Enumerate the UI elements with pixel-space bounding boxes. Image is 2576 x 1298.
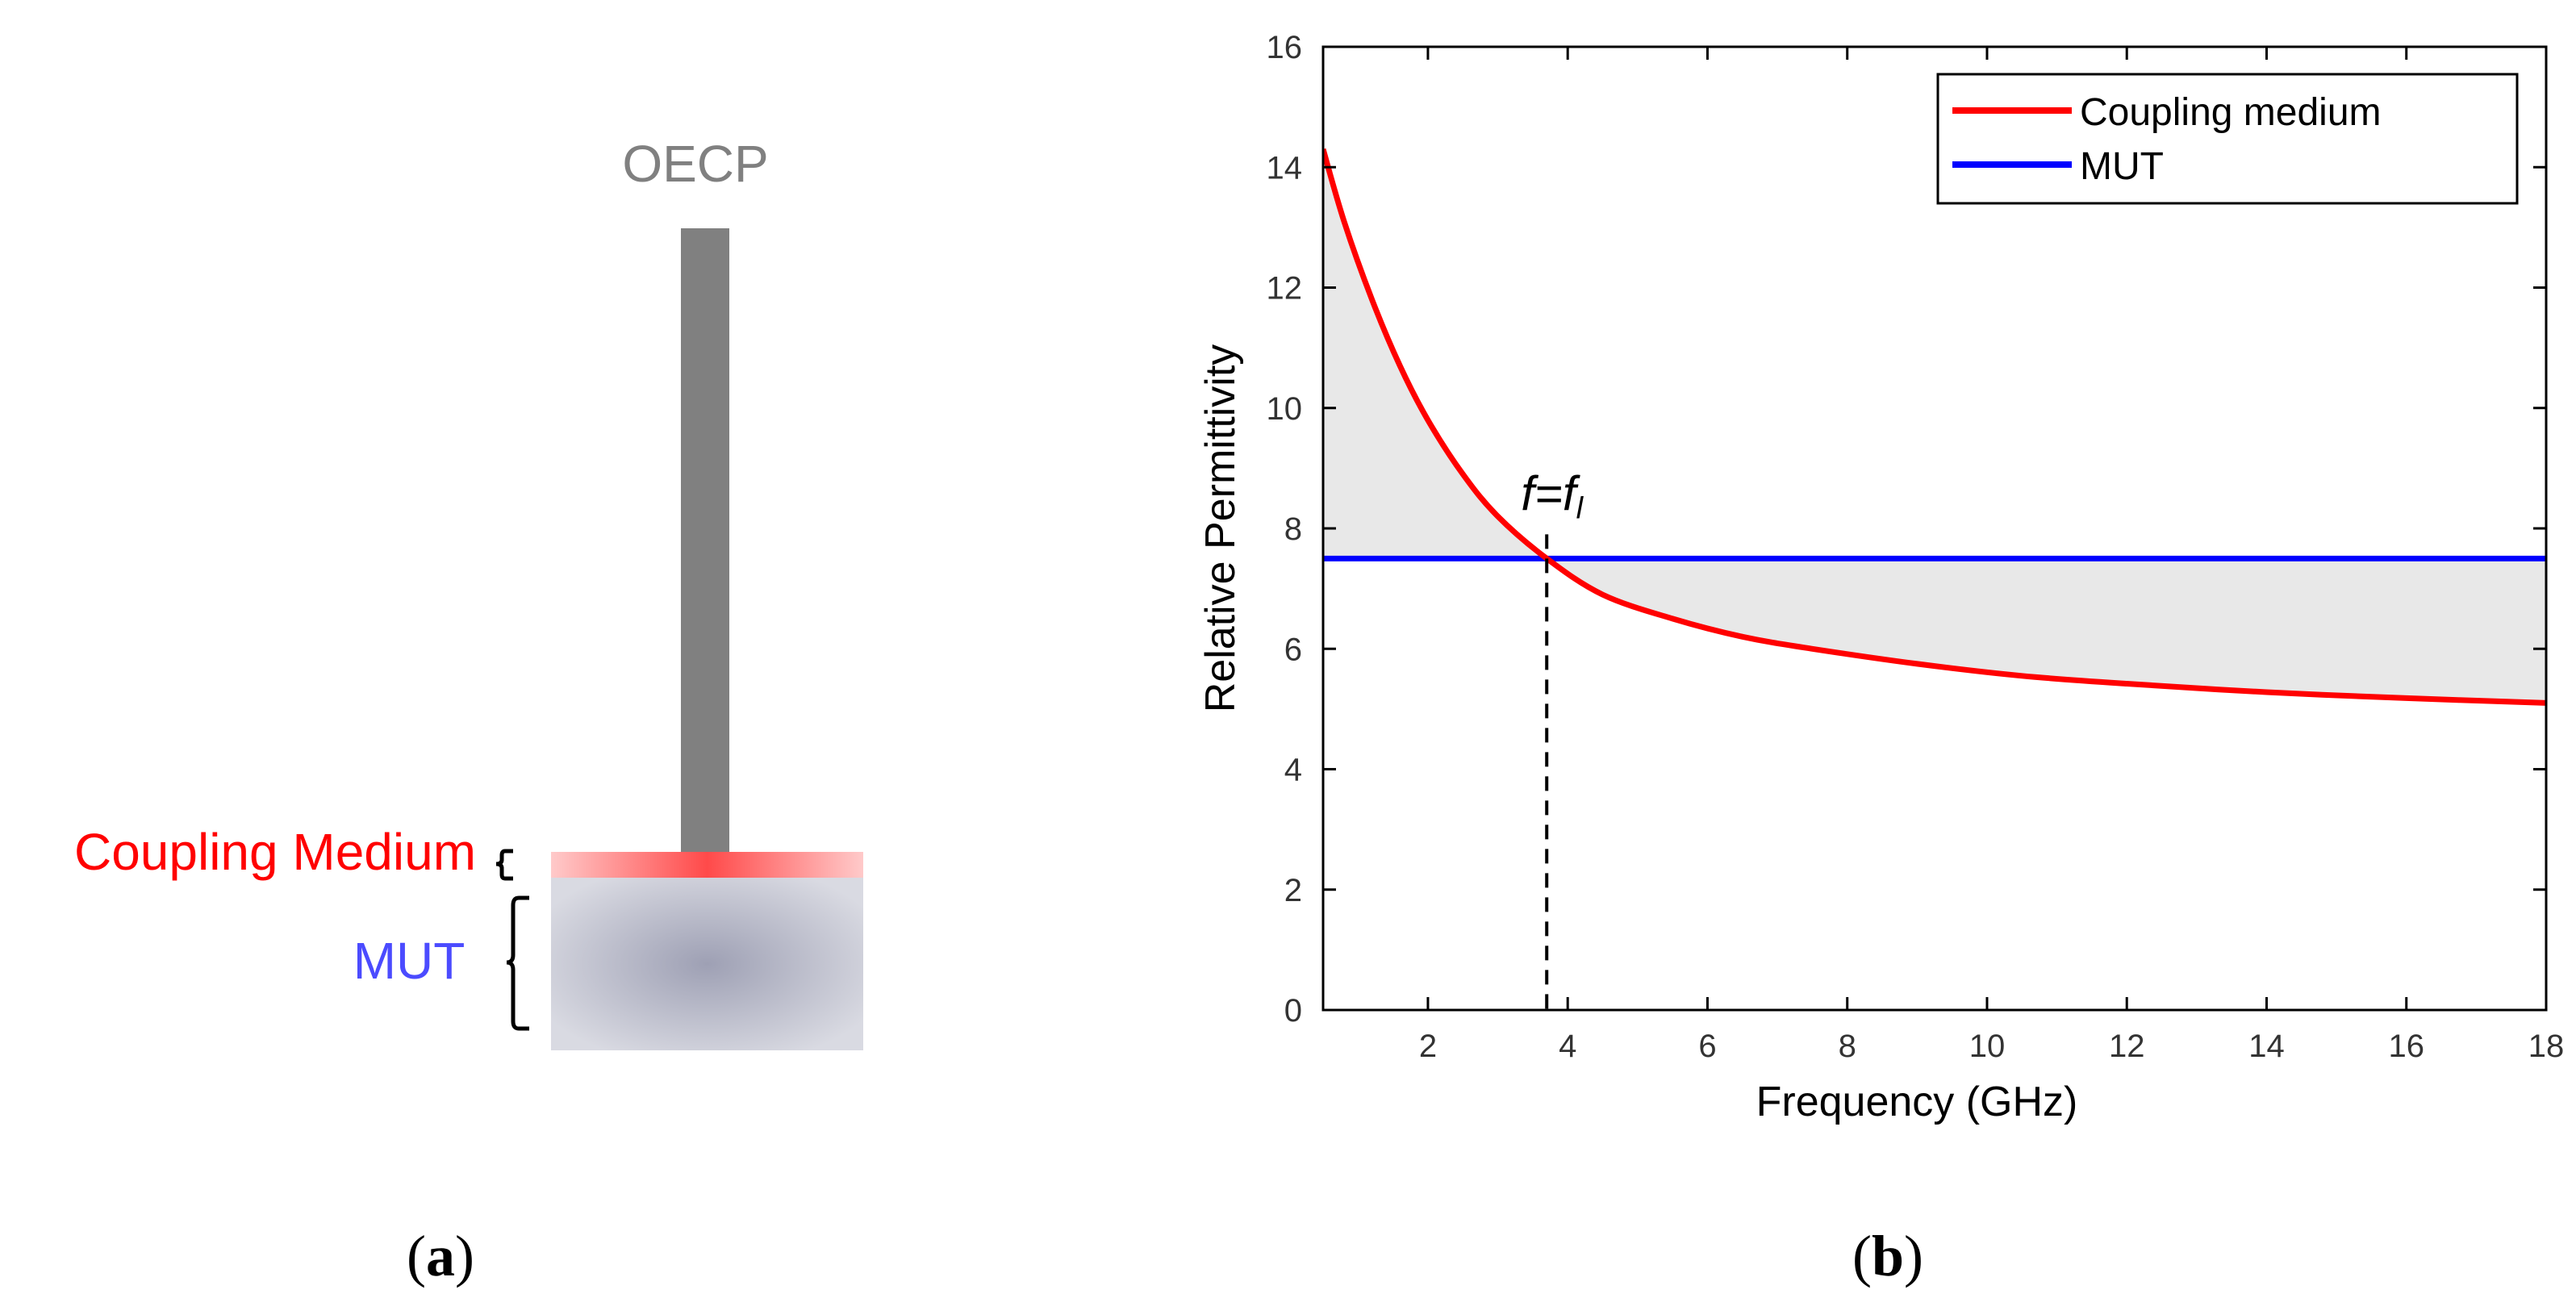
x-tick-label: 6 bbox=[1698, 1029, 1716, 1064]
caption-a: (a) bbox=[407, 1224, 474, 1288]
caption-b-letter: b bbox=[1872, 1224, 1904, 1288]
y-tick-label: 4 bbox=[1284, 753, 1302, 788]
probe-label: OECP bbox=[622, 135, 768, 193]
x-tick-label: 14 bbox=[2248, 1029, 2285, 1064]
x-tick-label: 2 bbox=[1419, 1029, 1437, 1064]
legend-box bbox=[1936, 73, 2519, 205]
shaded-region bbox=[1323, 148, 2546, 703]
y-tick-label: 16 bbox=[1267, 30, 1303, 65]
coupling-brace bbox=[495, 849, 513, 881]
y-tick-label: 12 bbox=[1267, 271, 1303, 307]
coupling-series-line bbox=[1323, 148, 2546, 706]
legend: Coupling medium MUT bbox=[1936, 73, 2519, 205]
panel-a: OECP Coupling Medium MUT (a) bbox=[74, 135, 863, 1288]
probe-rod bbox=[681, 228, 729, 852]
y-tick-label: 10 bbox=[1267, 391, 1303, 427]
coupling-layer bbox=[551, 852, 863, 878]
axis-ticks: 2 4 6 8 10 12 14 16 18 0 2 4 6 8 10 12 14 16 bbox=[1267, 30, 2565, 1064]
x-tick-label: 18 bbox=[2528, 1029, 2565, 1064]
intersection-marker-label: f=fl bbox=[1521, 466, 1584, 525]
caption-a-letter: a bbox=[426, 1224, 455, 1288]
marker-text: f=f bbox=[1521, 466, 1580, 520]
y-tick-label: 8 bbox=[1284, 511, 1302, 547]
legend-label-coupling: Coupling medium bbox=[2080, 91, 2382, 134]
x-tick-label: 12 bbox=[2109, 1029, 2145, 1064]
mut-label: MUT bbox=[353, 932, 466, 990]
panel-b: f=fl 2 4 6 8 10 12 14 16 18 0 2 4 6 8 10 12 14 16 Frequen… bbox=[1197, 30, 2564, 1288]
x-tick-label: 10 bbox=[1969, 1029, 2006, 1064]
x-tick-label: 8 bbox=[1839, 1029, 1856, 1064]
mut-brace bbox=[506, 895, 529, 1031]
marker-subscript: l bbox=[1576, 491, 1584, 525]
x-tick-label: 16 bbox=[2388, 1029, 2424, 1064]
mut-block bbox=[551, 878, 863, 1050]
y-tick-label: 0 bbox=[1284, 993, 1302, 1029]
y-tick-label: 14 bbox=[1267, 150, 1303, 186]
caption-b: (b) bbox=[1852, 1224, 1923, 1288]
x-tick-label: 4 bbox=[1559, 1029, 1576, 1064]
x-axis-label: Frequency (GHz) bbox=[1756, 1079, 2078, 1125]
coupling-label: Coupling Medium bbox=[74, 823, 476, 881]
y-axis-label: Relative Permittivity bbox=[1197, 344, 1244, 713]
y-tick-label: 2 bbox=[1284, 873, 1302, 908]
y-tick-label: 6 bbox=[1284, 632, 1302, 667]
legend-label-mut: MUT bbox=[2080, 145, 2164, 188]
